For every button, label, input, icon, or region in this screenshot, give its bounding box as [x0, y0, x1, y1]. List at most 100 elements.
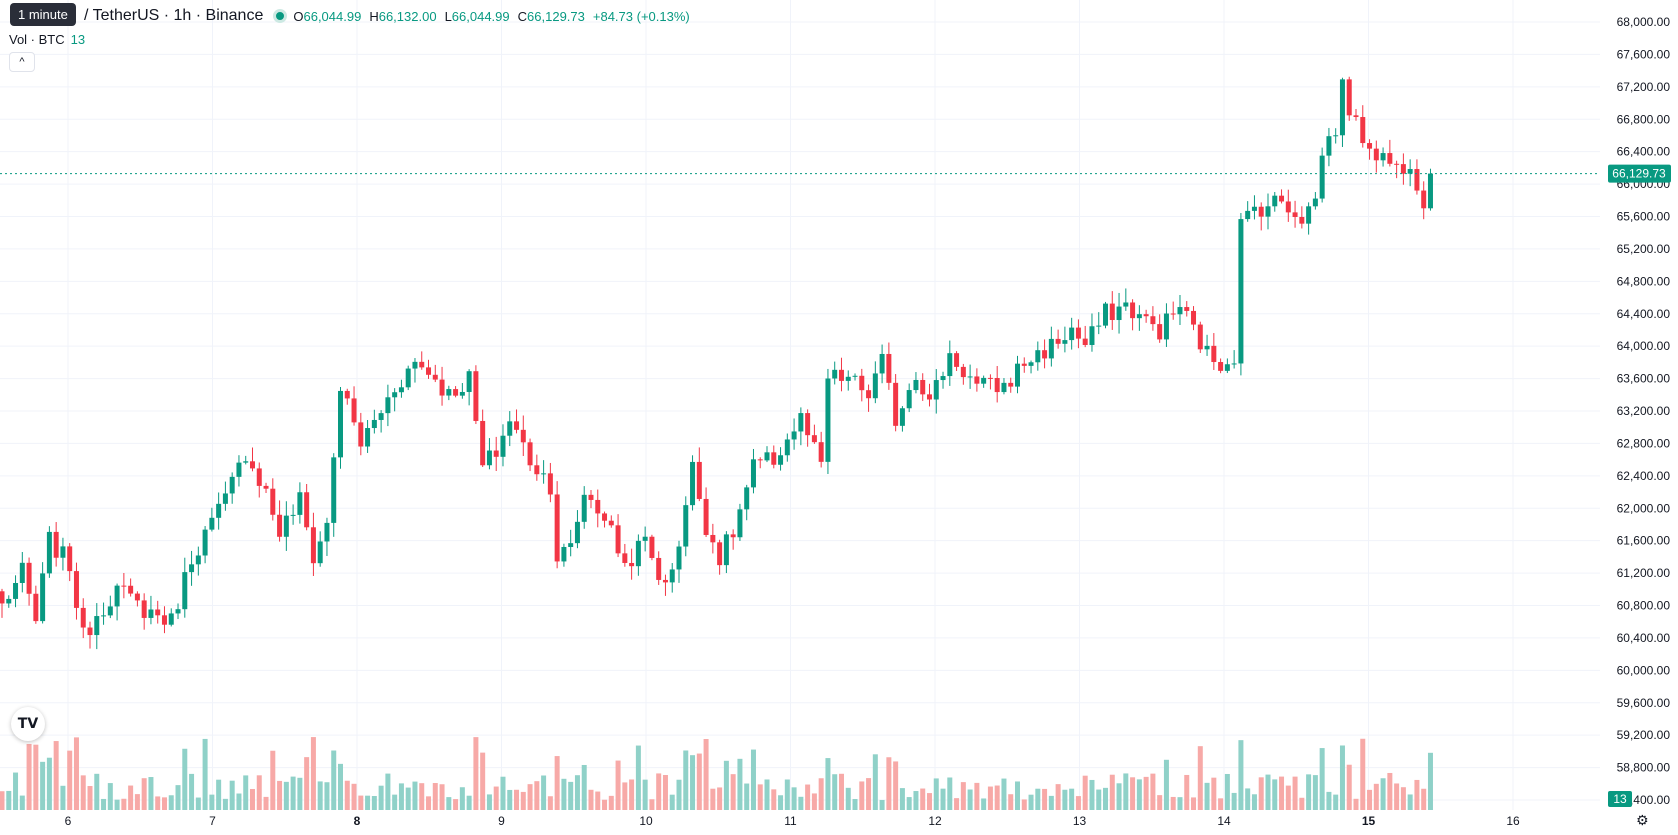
candle-body [344, 390, 350, 399]
market-status-icon[interactable] [273, 9, 288, 23]
candle-body [974, 376, 980, 384]
candle-body [385, 397, 391, 414]
candle-body [155, 609, 161, 616]
volume-bar [940, 788, 946, 810]
candle-body [683, 505, 689, 547]
settings-icon[interactable]: ⚙ [1636, 812, 1649, 828]
price-tick-label: 65,200.00 [1617, 242, 1671, 256]
volume-bar [818, 778, 824, 810]
volume-bar [1333, 794, 1339, 810]
candle-body [168, 613, 174, 625]
candle-body [19, 562, 25, 583]
candle-body [507, 421, 513, 436]
volume-badge-label: 13 [1613, 792, 1627, 806]
candle-body [771, 452, 777, 465]
candle-body [121, 585, 127, 587]
volume-bar [1177, 797, 1183, 810]
candle-body [1048, 338, 1054, 359]
candle-body [351, 398, 357, 423]
volume-bar [811, 793, 817, 810]
candle-body [784, 439, 790, 456]
price-tick-label: 59,600.00 [1617, 696, 1671, 710]
volume-bar [1394, 783, 1400, 810]
volume-bar [1062, 789, 1068, 810]
tradingview-logo-icon[interactable]: TV [11, 707, 45, 741]
volume-bar [101, 798, 107, 810]
candle-body [419, 361, 425, 368]
volume-bar [148, 777, 154, 810]
candle-body [1103, 303, 1109, 326]
price-tick-label: 59,200.00 [1617, 728, 1671, 742]
candle-body [1218, 362, 1224, 371]
volume-bar [954, 798, 960, 810]
candle-body [432, 374, 438, 380]
symbol-title[interactable]: / TetherUS · 1h · Binance [84, 7, 264, 24]
candle-body [1427, 173, 1433, 209]
volume-bar [845, 787, 851, 810]
candle-body [263, 485, 269, 489]
volume-bar [981, 798, 987, 810]
volume-bar [1353, 798, 1359, 810]
volume-bar [723, 760, 729, 810]
volume-bar [1116, 783, 1122, 810]
candle-body [879, 353, 885, 374]
candle-body [791, 431, 797, 440]
volume-bar [1028, 794, 1034, 810]
candle-body [73, 571, 79, 608]
volume-bar [426, 796, 432, 810]
candle-body [547, 473, 553, 495]
candle-body [101, 615, 107, 617]
candle-body [764, 452, 770, 461]
candle-body [811, 435, 817, 443]
candle-body [1015, 363, 1020, 387]
volume-bar [486, 794, 492, 810]
volume-bar [297, 777, 303, 810]
candle-body [845, 376, 851, 381]
candle-body [1028, 362, 1034, 366]
candle-body [1143, 314, 1149, 317]
candle-body [534, 465, 540, 475]
collapse-legend-button[interactable]: ^ [9, 52, 35, 72]
volume-bar [1251, 794, 1257, 810]
volume-bar [920, 788, 926, 810]
candle-body [602, 513, 608, 521]
volume-bar [696, 753, 702, 810]
volume-bar [446, 797, 452, 810]
candle-body [1231, 363, 1237, 365]
volume-bar [642, 779, 648, 810]
candle-body [453, 389, 459, 396]
volume-bar [1224, 773, 1230, 810]
candle-body [1272, 195, 1278, 207]
volume-bar [40, 761, 46, 810]
candle-body [1096, 325, 1102, 327]
candle-body [561, 546, 567, 562]
candle-body [1346, 79, 1352, 116]
volume-bar [608, 795, 614, 810]
candle-body [1407, 169, 1413, 174]
candle-body [750, 459, 756, 488]
price-tick-label: 61,600.00 [1617, 534, 1671, 548]
volume-bar [1373, 783, 1379, 810]
volume-bar [1082, 775, 1088, 810]
volume-bar [656, 773, 662, 810]
volume-legend[interactable]: Vol · BTC 13 [9, 32, 85, 47]
candle-body [1082, 338, 1088, 345]
volume-bar [1042, 788, 1048, 810]
candle-body [243, 461, 249, 463]
candle-body [1333, 135, 1339, 137]
symbol-legend[interactable]: / TetherUS · 1h · Binance O66,044.99 H66… [8, 7, 690, 25]
candle-body [195, 555, 201, 565]
volume-bar [19, 795, 25, 810]
volume-bar [1035, 788, 1041, 810]
time-tick-label: 15 [1362, 814, 1376, 828]
volume-bar [1265, 774, 1271, 810]
candle-body [1245, 210, 1251, 220]
volume-bar [6, 790, 12, 810]
candle-body [87, 627, 93, 636]
candle-body [141, 600, 147, 618]
candle-body [365, 428, 371, 447]
candle-body [33, 593, 39, 622]
price-tick-label: 68,000.00 [1617, 15, 1671, 29]
candle-body [46, 531, 52, 574]
